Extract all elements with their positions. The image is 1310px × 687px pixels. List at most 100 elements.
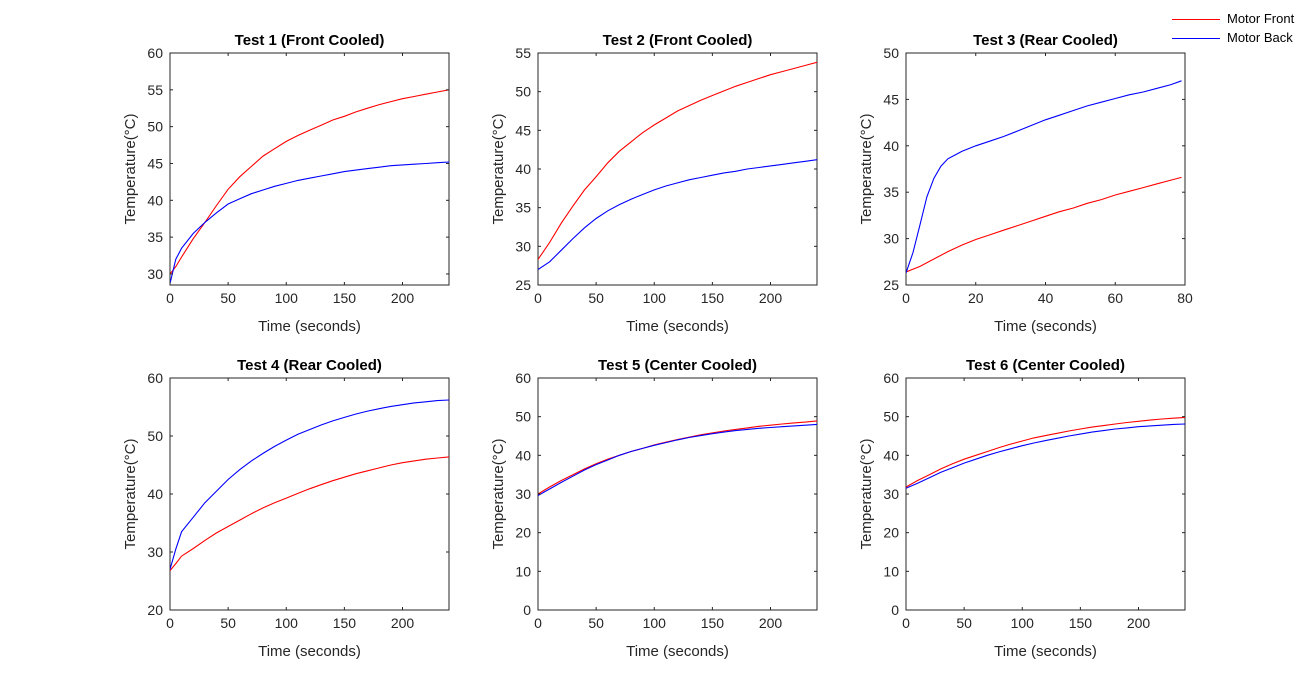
y-tick-label: 60 [147,45,163,61]
y-tick-label: 60 [515,370,531,386]
x-tick-label: 150 [701,290,725,306]
y-tick-label: 50 [515,84,531,100]
y-axis-label: Temperature(°C) [490,113,507,224]
y-tick-label: 0 [523,602,531,618]
x-tick-label: 60 [1107,290,1123,306]
y-axis-label: Temperature(°C) [490,438,507,549]
chart-panel-4: 0 50 100 150 200 20 30 40 50 60 Test 4 (Rear Coole… [122,357,450,660]
y-tick-label: 55 [147,82,163,98]
y-tick-label: 20 [883,525,899,541]
y-tick-label: 35 [515,200,531,216]
y-tick-label: 45 [883,91,899,107]
legend-line-red [1172,19,1220,20]
y-tick-label: 40 [515,447,531,463]
y-tick-label: 35 [883,184,899,200]
series-line-motor-back [538,423,817,496]
y-tick-label: 40 [147,486,163,502]
chart-panel-3: 0 20 40 60 80 25 30 35 40 45 50 Test 3 (Rear Cooled… [858,32,1193,335]
chart-panel-2: 0 50 100 150 200 25 30 35 40 45 50 55 Test 2 (Front … [490,32,818,335]
x-tick-label: 200 [759,615,783,631]
x-tick-label: 20 [968,290,984,306]
y-tick-label: 40 [147,192,163,208]
x-tick-label: 150 [333,615,357,631]
x-tick-label: 200 [391,615,415,631]
y-tick-label: 10 [883,563,899,579]
chart-title: Test 4 (Rear Cooled) [237,357,382,374]
x-tick-label: 50 [956,615,972,631]
axes-box [537,377,818,611]
y-tick-label: 40 [883,138,899,154]
x-tick-label: 0 [166,615,174,631]
series-line-motor-back [170,161,449,284]
chart-panel-5: 0 50 100 150 200 0 10 20 30 40 50 60 Test 5 (Center … [490,357,818,660]
legend-line-blue [1172,38,1220,39]
series-line-motor-front [906,416,1185,488]
y-tick-label: 30 [515,238,531,254]
chart-panel-6: 0 50 100 150 200 0 10 20 30 40 50 60 Test 6 (Center … [858,357,1186,660]
y-tick-label: 50 [883,409,899,425]
x-tick-label: 150 [701,615,725,631]
y-tick-label: 50 [147,119,163,135]
y-tick-label: 35 [147,229,163,245]
y-tick-label: 30 [883,486,899,502]
axes-box [905,377,1186,611]
x-axis-label: Time (seconds) [258,643,361,660]
chart-panel-1: 0 50 100 150 200 30 35 40 45 50 55 60 Test 1 (Front … [122,32,450,335]
y-tick-label: 20 [147,602,163,618]
x-tick-label: 0 [902,290,910,306]
y-tick-label: 60 [147,370,163,386]
y-tick-label: 60 [883,370,899,386]
y-tick-label: 45 [515,122,531,138]
x-axis-label: Time (seconds) [994,643,1097,660]
y-tick-label: 30 [147,266,163,282]
x-tick-label: 150 [333,290,357,306]
legend-entry-motor-back: Motor Back [1172,30,1302,48]
y-axis-label: Temperature(°C) [858,113,875,224]
series-line-motor-back [906,423,1185,489]
axes-box [169,377,450,611]
x-axis-label: Time (seconds) [626,318,729,335]
x-tick-label: 0 [166,290,174,306]
y-axis-label: Temperature(°C) [122,113,139,224]
y-tick-label: 30 [515,486,531,502]
x-tick-label: 50 [588,615,604,631]
y-axis-label: Temperature(°C) [122,438,139,549]
y-tick-label: 30 [883,231,899,247]
x-tick-label: 50 [588,290,604,306]
x-tick-label: 100 [643,615,667,631]
x-tick-label: 150 [1069,615,1093,631]
chart-title: Test 2 (Front Cooled) [603,32,753,49]
x-tick-label: 40 [1038,290,1054,306]
axes-box [537,52,818,286]
series-line-motor-back [170,399,449,570]
x-tick-label: 50 [220,615,236,631]
legend-entry-motor-front: Motor Front [1172,11,1302,29]
y-tick-label: 50 [147,428,163,444]
y-tick-label: 0 [891,602,899,618]
series-line-motor-front [906,176,1182,273]
y-tick-label: 40 [883,447,899,463]
chart-title: Test 5 (Center Cooled) [598,357,757,374]
y-tick-label: 45 [147,155,163,171]
x-axis-label: Time (seconds) [994,318,1097,335]
x-tick-label: 100 [643,290,667,306]
y-tick-label: 50 [883,45,899,61]
legend: Motor Front Motor Back [1170,10,1302,48]
y-tick-label: 25 [883,277,899,293]
y-tick-label: 30 [147,544,163,560]
y-tick-label: 40 [515,161,531,177]
series-line-motor-back [906,80,1182,274]
legend-label: Motor Front [1227,11,1295,26]
y-tick-label: 10 [515,563,531,579]
y-tick-label: 50 [515,409,531,425]
series-line-motor-back [538,159,817,270]
x-tick-label: 0 [902,615,910,631]
chart-title: Test 3 (Rear Cooled) [973,32,1118,49]
y-axis-label: Temperature(°C) [858,438,875,549]
axes-box [905,52,1186,286]
x-tick-label: 200 [1127,615,1151,631]
y-tick-label: 20 [515,525,531,541]
x-axis-label: Time (seconds) [626,643,729,660]
y-tick-label: 55 [515,45,531,61]
